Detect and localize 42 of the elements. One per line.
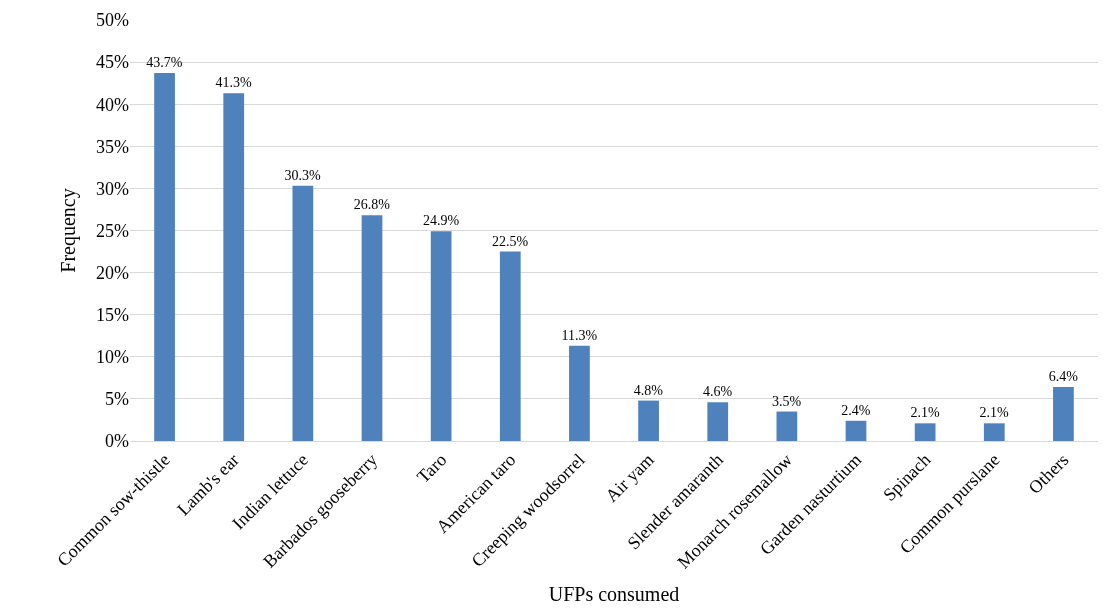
y-tick-label: 45% — [96, 52, 129, 73]
data-label: 2.1% — [910, 405, 940, 421]
data-label: 11.3% — [561, 327, 598, 343]
data-label: 22.5% — [492, 233, 529, 249]
y-tick-label: 50% — [96, 10, 129, 31]
data-label: 43.7% — [146, 55, 183, 71]
bar — [223, 93, 245, 441]
bar — [430, 231, 452, 441]
data-label: 2.1% — [979, 405, 1010, 421]
data-label: 2.4% — [841, 402, 871, 418]
bar — [292, 185, 314, 441]
bar — [1053, 387, 1074, 441]
x-tick-label: Air yam — [601, 449, 658, 506]
y-tick-label: 0% — [105, 431, 129, 452]
data-label: 4.6% — [702, 384, 733, 400]
y-tick-label: 5% — [105, 389, 129, 410]
bar — [361, 215, 383, 441]
data-label: 26.8% — [353, 197, 391, 213]
y-tick-label: 15% — [96, 305, 129, 325]
bar — [154, 73, 175, 441]
data-label: 6.4% — [1048, 369, 1079, 385]
y-tick-label: 30% — [96, 178, 129, 199]
data-label: 4.8% — [633, 382, 664, 398]
bar — [845, 420, 867, 441]
data-label: 24.9% — [422, 213, 460, 229]
data-label: 3.5% — [772, 393, 802, 409]
bar — [569, 345, 590, 441]
y-tick-label: 35% — [96, 136, 129, 157]
bar — [914, 423, 936, 441]
bar — [707, 402, 729, 441]
bar — [499, 251, 521, 441]
y-tick-label: 10% — [96, 347, 129, 368]
bar — [638, 400, 659, 441]
data-label: 41.3% — [215, 75, 252, 91]
y-tick-label: 20% — [96, 262, 129, 283]
y-tick-label: 40% — [96, 94, 129, 115]
x-axis-title: UFPs consumed — [548, 582, 680, 605]
bar — [983, 423, 1005, 441]
bar — [776, 411, 798, 441]
y-tick-label: 25% — [96, 220, 129, 241]
y-axis-title: Frequency — [56, 188, 80, 273]
data-label: 30.3% — [284, 167, 322, 183]
